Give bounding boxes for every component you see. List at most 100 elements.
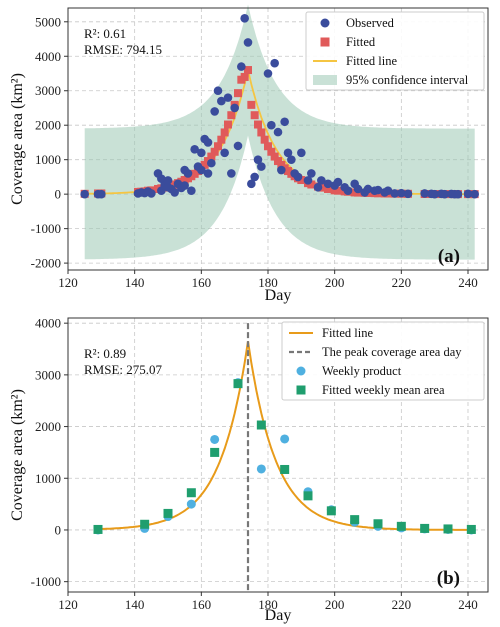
observed-point: [397, 188, 406, 198]
fitted-point: [227, 111, 236, 120]
observed-point: [280, 117, 289, 127]
weekly-mean-point: [303, 491, 313, 501]
observed-point: [243, 38, 253, 47]
panel-b-frame: [67, 317, 489, 593]
panel-b-fit-layer: [98, 341, 475, 531]
weekly-mean-point: [373, 519, 383, 529]
fitted-point: [220, 128, 229, 137]
observed-point: [343, 186, 353, 196]
fitted-point: [207, 152, 216, 161]
legend-b-weekly-mean-marker: [296, 385, 306, 395]
weekly-mean-point: [233, 379, 243, 389]
b-x-tick-label: 160: [192, 597, 212, 612]
panel-a-frame: [67, 7, 489, 271]
fitted-point: [260, 135, 269, 144]
fitted-point: [217, 135, 226, 144]
observed-point: [233, 141, 243, 151]
panel-a-label: (a): [438, 246, 460, 267]
weekly-mean-point: [396, 521, 406, 531]
b-y-tick-label: 0: [55, 522, 62, 537]
observed-point: [257, 162, 266, 171]
weekly-mean-point: [466, 524, 476, 534]
a-x-tick-label: 160: [192, 275, 212, 290]
panel-b-x-ticks: 120 140 160 180 200 220 240: [58, 592, 478, 612]
panel-b-rmse-annotation: RMSE: 275.07: [84, 362, 163, 377]
observed-point: [247, 179, 256, 189]
fitted-point: [240, 72, 249, 81]
observed-point: [283, 148, 293, 158]
weekly-mean-point: [420, 523, 430, 533]
observed-point: [323, 179, 333, 189]
b-x-tick-label: 200: [325, 597, 345, 612]
panel-a-legend: Observed Fitted Fitted line 95% confiden…: [305, 11, 485, 91]
weekly-mean-point: [163, 508, 173, 518]
panel-b-chart: 120 140 160 180 200 220 240 -1000 0 1000 2000 3000…: [9, 316, 489, 624]
b-y-tick-label: -1000: [31, 574, 61, 589]
observed-point: [197, 148, 206, 158]
observed-point: [180, 181, 189, 190]
fitted-line: [98, 341, 475, 531]
a-y-tick-label: -2000: [31, 256, 61, 271]
panel-b-x-axis-title: Day: [265, 607, 292, 624]
observed-point: [220, 148, 229, 158]
legend-b-peak-label: The peak coverage area day: [322, 345, 462, 359]
observed-point: [390, 189, 399, 198]
panel-b-weekly-mean-layer: [93, 379, 476, 534]
observed-point: [297, 148, 306, 158]
observed-point: [263, 69, 273, 78]
legend-observed-label: Observed: [346, 16, 395, 30]
fitted-point: [224, 120, 232, 129]
observed-point: [313, 182, 323, 192]
observed-point: [197, 165, 206, 175]
fitted-point: [254, 120, 262, 129]
fitted-point: [264, 142, 272, 151]
observed-point: [373, 185, 383, 195]
observed-point: [230, 103, 239, 113]
panel-b-weekly-product-layer: [93, 378, 476, 535]
panel-a-y-ticks: -2000 -1000 0 1000 2000 3000 4000 5000: [31, 14, 68, 271]
observed-point: [277, 165, 286, 175]
observed-point: [333, 177, 343, 187]
b-x-tick-label: 140: [125, 597, 145, 612]
observed-point: [207, 158, 216, 168]
weekly-mean-point: [443, 524, 453, 534]
fitted-point: [334, 186, 342, 195]
panel-b-label: (b): [437, 568, 460, 589]
fitted-point: [210, 147, 219, 156]
weekly-product-point: [186, 499, 196, 509]
fitted-point: [214, 142, 222, 151]
legend-b-weekly-product-marker: [296, 366, 306, 376]
a-y-tick-label: -1000: [31, 221, 61, 236]
legend-ci-swatch: [313, 75, 337, 85]
a-x-tick-label: 120: [58, 275, 78, 290]
a-y-tick-label: 1000: [35, 152, 61, 167]
observed-point: [237, 62, 246, 71]
weekly-mean-point: [210, 447, 220, 457]
a-x-tick-label: 220: [392, 275, 412, 290]
observed-point: [223, 93, 233, 102]
observed-point: [203, 138, 213, 147]
panel-b-legend: Fitted line The peak coverage area day W…: [281, 321, 485, 401]
legend-fitted-line-label: Fitted line: [346, 54, 397, 68]
b-y-tick-label: 1000: [35, 471, 61, 486]
observed-point: [80, 189, 89, 199]
observed-point: [440, 189, 449, 199]
panel-a-chart: 120 140 160 180 200 220 240 -2000 -1000 0 1000 200…: [9, 4, 489, 304]
observed-point: [273, 127, 283, 137]
observed-point: [270, 58, 279, 68]
weekly-mean-point: [326, 506, 336, 516]
panel-b-y-ticks: -1000 0 1000 2000 3000 4000: [31, 316, 68, 589]
b-x-tick-label: 120: [58, 597, 78, 612]
observed-point: [307, 169, 316, 178]
observed-point: [170, 188, 179, 197]
observed-point: [147, 189, 156, 198]
observed-point: [227, 169, 236, 178]
observed-point: [240, 14, 249, 23]
observed-point: [420, 189, 429, 198]
legend-fitted-label: Fitted: [346, 35, 376, 49]
legend-ci-label: 95% confidence interval: [346, 73, 469, 87]
weekly-mean-point: [350, 515, 360, 525]
b-x-tick-label: 180: [258, 597, 278, 612]
a-y-tick-label: 3000: [35, 83, 61, 98]
fitted-point: [267, 147, 276, 156]
